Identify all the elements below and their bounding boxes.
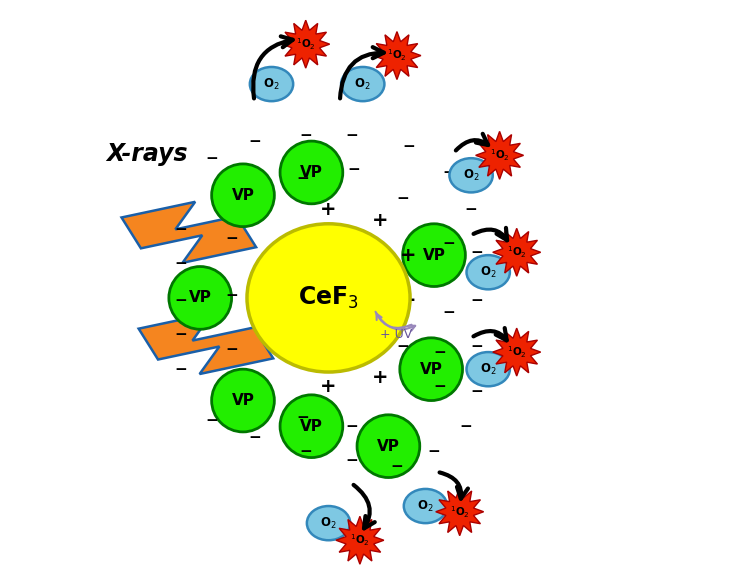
Circle shape: [403, 224, 465, 286]
Text: −: −: [299, 445, 312, 460]
Text: −: −: [428, 445, 440, 460]
Text: −: −: [345, 128, 357, 143]
Polygon shape: [336, 516, 384, 564]
Text: O$_2$: O$_2$: [417, 499, 434, 513]
Polygon shape: [121, 202, 256, 263]
Ellipse shape: [307, 506, 350, 540]
Text: −: −: [174, 327, 187, 343]
Text: −: −: [470, 339, 483, 354]
Text: + UV: + UV: [380, 328, 412, 342]
Text: O$_2$: O$_2$: [463, 168, 480, 183]
Circle shape: [280, 141, 343, 204]
Text: O$_2$: O$_2$: [354, 77, 371, 92]
Text: −: −: [296, 171, 309, 186]
Text: +: +: [277, 288, 294, 307]
Text: VP: VP: [188, 291, 212, 305]
Text: −: −: [174, 293, 187, 308]
Text: −: −: [434, 379, 446, 394]
Text: +: +: [277, 343, 294, 362]
Text: +: +: [372, 368, 388, 387]
Circle shape: [169, 266, 231, 329]
Text: −: −: [391, 458, 403, 474]
Text: VP: VP: [231, 393, 254, 408]
Text: −: −: [248, 430, 261, 445]
Ellipse shape: [250, 67, 293, 101]
Text: −: −: [225, 342, 238, 357]
Text: $^1$O$_2$: $^1$O$_2$: [350, 532, 369, 548]
Text: −: −: [348, 162, 360, 177]
Text: −: −: [402, 139, 415, 154]
Ellipse shape: [467, 352, 510, 386]
Text: −: −: [470, 293, 483, 308]
Text: O$_2$: O$_2$: [480, 265, 496, 280]
Text: $^1$O$_2$: $^1$O$_2$: [489, 148, 510, 163]
Text: −: −: [248, 134, 261, 148]
Text: +: +: [320, 200, 337, 219]
Text: +: +: [372, 211, 388, 230]
Polygon shape: [373, 32, 421, 80]
Text: O$_2$: O$_2$: [263, 77, 280, 92]
Text: $^1$O$_2$: $^1$O$_2$: [507, 245, 526, 260]
Polygon shape: [476, 131, 523, 179]
Text: −: −: [205, 413, 218, 428]
Text: $^1$O$_2$: $^1$O$_2$: [296, 36, 316, 52]
Text: −: −: [174, 362, 187, 376]
Text: $^1$O$_2$: $^1$O$_2$: [387, 48, 407, 64]
Circle shape: [357, 415, 420, 477]
Text: VP: VP: [231, 188, 254, 203]
Text: −: −: [205, 151, 218, 166]
Text: +: +: [400, 246, 417, 265]
Circle shape: [212, 164, 274, 227]
Text: −: −: [174, 256, 187, 271]
Text: −: −: [225, 230, 238, 246]
Text: −: −: [345, 453, 357, 468]
Text: O$_2$: O$_2$: [480, 362, 496, 376]
Text: $^1$O$_2$: $^1$O$_2$: [450, 504, 470, 520]
Text: −: −: [397, 191, 409, 206]
Text: −: −: [459, 419, 472, 434]
Text: −: −: [434, 344, 446, 360]
Text: CeF$_3$: CeF$_3$: [298, 285, 359, 311]
Text: −: −: [470, 384, 483, 399]
Text: O$_2$: O$_2$: [320, 516, 337, 531]
Text: VP: VP: [300, 165, 323, 180]
Circle shape: [280, 395, 343, 458]
Text: −: −: [397, 339, 409, 354]
Text: VP: VP: [377, 439, 400, 454]
Polygon shape: [436, 488, 483, 536]
Text: −: −: [299, 128, 312, 143]
Text: −: −: [464, 202, 477, 217]
Circle shape: [212, 369, 274, 432]
Text: VP: VP: [420, 362, 443, 376]
Ellipse shape: [467, 255, 510, 289]
Text: −: −: [296, 410, 309, 425]
Text: +: +: [400, 291, 417, 310]
Polygon shape: [493, 328, 541, 376]
Text: −: −: [225, 288, 238, 303]
Text: VP: VP: [422, 248, 446, 262]
Polygon shape: [282, 20, 329, 68]
Circle shape: [400, 338, 462, 401]
Text: +: +: [277, 234, 294, 253]
Ellipse shape: [404, 489, 447, 523]
Ellipse shape: [341, 67, 385, 101]
Polygon shape: [493, 228, 541, 276]
Text: −: −: [174, 222, 187, 237]
Text: $^1$O$_2$: $^1$O$_2$: [507, 344, 526, 360]
Text: −: −: [442, 165, 455, 180]
Text: −: −: [442, 305, 455, 320]
Polygon shape: [139, 313, 273, 374]
Text: −: −: [470, 245, 483, 260]
Text: VP: VP: [300, 419, 323, 434]
Text: X-rays: X-rays: [106, 142, 188, 166]
Ellipse shape: [247, 224, 410, 372]
Ellipse shape: [449, 158, 493, 193]
Text: −: −: [442, 236, 455, 251]
Text: −: −: [345, 419, 357, 434]
Text: +: +: [320, 377, 337, 396]
